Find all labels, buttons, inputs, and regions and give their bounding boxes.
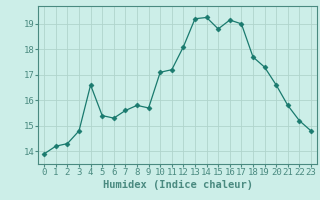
X-axis label: Humidex (Indice chaleur): Humidex (Indice chaleur)	[103, 180, 252, 190]
